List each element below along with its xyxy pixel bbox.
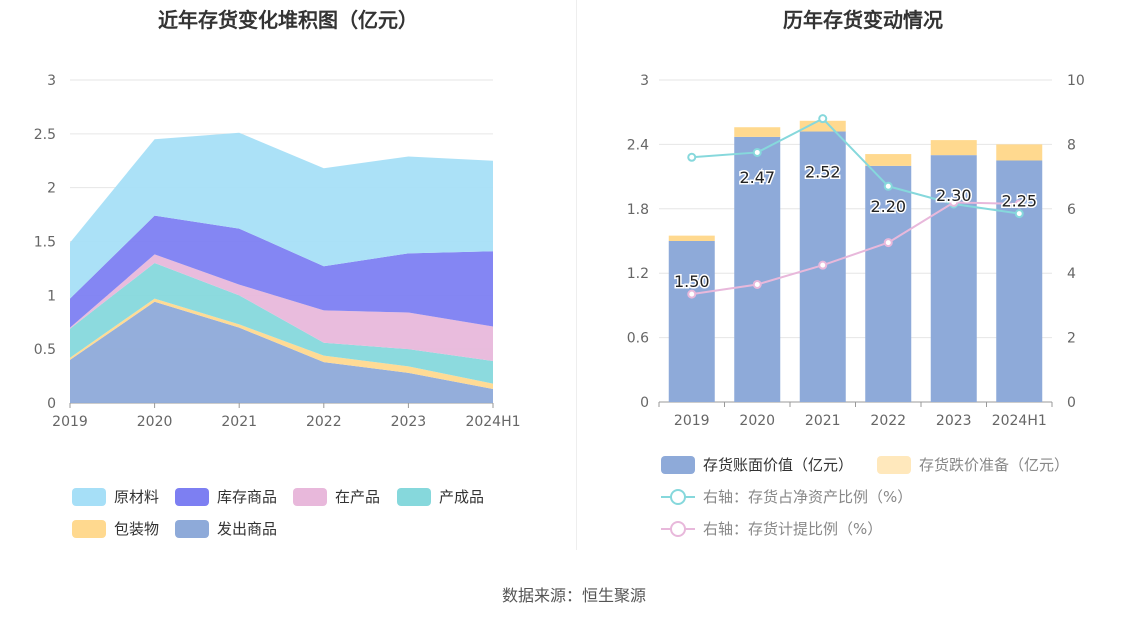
x-tick-label: 2023 xyxy=(936,413,972,429)
area-series xyxy=(70,298,493,390)
bar-impairment xyxy=(734,127,781,137)
line-point xyxy=(1014,199,1024,209)
area-series xyxy=(70,263,493,384)
right-chart-title: 历年存货变动情况 xyxy=(783,8,943,32)
legend-marker xyxy=(670,521,686,537)
y-tick-label: 2.4 xyxy=(627,137,649,153)
bar-impairment xyxy=(996,144,1043,161)
y2-tick-label: 2 xyxy=(1067,331,1076,347)
line-point xyxy=(949,197,959,207)
line-point xyxy=(818,260,828,270)
y2-tick-label: 0 xyxy=(1067,395,1076,411)
legend-label: 存货跌价准备（亿元） xyxy=(919,456,1069,474)
x-tick-label: 2021 xyxy=(805,413,841,429)
y-tick-label: 1.8 xyxy=(627,202,649,218)
stacked-area-panel: 近年存货变化堆积图（亿元） 0 0.5 1 1.5 2 2.5 3 2019 2020 2021 2… xyxy=(0,0,576,550)
area-series xyxy=(70,215,493,328)
y-tick-label: 0.5 xyxy=(34,342,56,358)
bar-impairment xyxy=(930,140,977,156)
x-tick-label: 2024H1 xyxy=(465,414,520,430)
legend-label: 库存商品 xyxy=(217,488,277,506)
y-tick-label: 2 xyxy=(47,181,56,197)
x-tick-label: 2021 xyxy=(221,414,257,430)
bar-book-value xyxy=(865,165,912,402)
area-series xyxy=(70,301,493,403)
legend-swatch xyxy=(661,456,695,474)
legend-swatch xyxy=(72,488,106,506)
bar-line-chart: 0 0.6 1.2 1.8 2.4 3 0 2 4 6 8 10 1.50 2.47 2.52 2.20 2.3… xyxy=(627,73,1085,538)
x-tick-label: 2024H1 xyxy=(992,413,1047,429)
line-point xyxy=(687,152,697,162)
legend-label: 存货账面价值（亿元） xyxy=(703,456,853,474)
line-point xyxy=(687,289,697,299)
legend-marker xyxy=(670,489,686,505)
legend-swatch xyxy=(293,488,327,506)
legend-label: 右轴：存货占净资产比例（%） xyxy=(703,488,912,506)
legend-swatch xyxy=(175,520,209,538)
legend-label: 包装物 xyxy=(114,520,159,538)
line-point xyxy=(883,181,893,191)
y-tick-label: 2.5 xyxy=(34,127,56,143)
line-point xyxy=(752,279,762,289)
legend-swatch xyxy=(175,488,209,506)
line-series xyxy=(691,201,1020,296)
x-tick-label: 2023 xyxy=(391,414,427,430)
bar-value-label: 2.47 xyxy=(739,168,775,187)
y-tick-label: 1 xyxy=(47,288,56,304)
line-point xyxy=(883,238,893,248)
legend-label: 原材料 xyxy=(114,488,159,506)
y2-tick-label: 6 xyxy=(1067,202,1076,218)
bar-book-value xyxy=(668,241,715,402)
legend-label: 右轴：存货计提比例（%） xyxy=(703,520,882,538)
x-tick-label: 2020 xyxy=(137,414,173,430)
bar-impairment xyxy=(799,120,846,132)
legend-swatch xyxy=(72,520,106,538)
stacked-area-chart: 0 0.5 1 1.5 2 2.5 3 2019 2020 2021 2022 2023 2024H1 原… xyxy=(34,73,521,538)
bar-value-label: 2.20 xyxy=(870,197,906,216)
x-tick-label: 2019 xyxy=(674,413,710,429)
y-tick-label: 0.6 xyxy=(627,331,649,347)
y-tick-label: 3 xyxy=(47,73,56,89)
left-chart-title: 近年存货变化堆积图（亿元） xyxy=(158,8,418,32)
x-tick-label: 2020 xyxy=(739,413,775,429)
bar-line-panel: 历年存货变动情况 0 0.6 1.2 1.8 2.4 3 0 2 4 6 8 10 1.50 2.47 2.… xyxy=(576,0,1148,550)
y2-tick-label: 10 xyxy=(1067,73,1085,89)
legend-label: 产成品 xyxy=(439,488,484,506)
legend-label: 在产品 xyxy=(335,488,380,506)
bar-value-label: 1.50 xyxy=(674,272,710,291)
bar-value-label: 2.52 xyxy=(805,163,841,182)
bar-book-value xyxy=(734,136,781,403)
data-source: 数据来源：恒生聚源 xyxy=(501,586,646,605)
x-tick-label: 2019 xyxy=(52,414,88,430)
bar-book-value xyxy=(930,155,977,402)
legend-swatch xyxy=(877,456,911,474)
y-tick-label: 1.5 xyxy=(34,235,56,251)
line-point xyxy=(818,114,828,124)
y-tick-label: 0 xyxy=(640,395,649,411)
y2-tick-label: 8 xyxy=(1067,137,1076,153)
x-tick-label: 2022 xyxy=(306,414,342,430)
y-tick-label: 1.2 xyxy=(627,266,649,282)
y-tick-label: 3 xyxy=(640,73,649,89)
area-series xyxy=(70,132,493,299)
legend-swatch xyxy=(397,488,431,506)
line-series xyxy=(691,117,1020,215)
line-point xyxy=(1014,209,1024,219)
y2-tick-label: 4 xyxy=(1067,266,1076,282)
bar-value-label: 2.30 xyxy=(936,186,972,205)
area-series xyxy=(70,254,493,362)
legend-label: 发出商品 xyxy=(217,520,277,538)
x-tick-label: 2022 xyxy=(870,413,906,429)
bar-impairment xyxy=(668,235,715,241)
bar-value-label: 2.25 xyxy=(1001,192,1037,211)
y-tick-label: 0 xyxy=(47,396,56,412)
line-point xyxy=(752,147,762,157)
bar-impairment xyxy=(865,154,912,166)
